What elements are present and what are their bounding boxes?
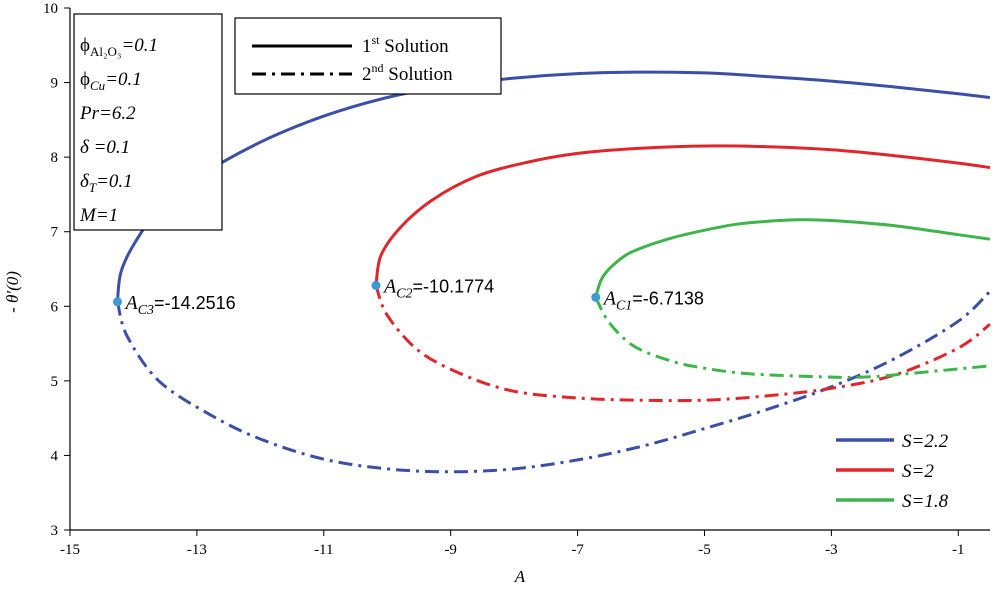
parameter-item: ϕAl₂O₃=0.1 xyxy=(80,35,158,59)
x-tick-label: -9 xyxy=(444,542,457,558)
critical-point-label: AC3=-14.2516 xyxy=(123,292,235,318)
parameter-box: ϕAl₂O₃=0.1 ϕCu=0.1 Pr=6.2 δ =0.1 δT=0.1 M=1 xyxy=(73,13,223,231)
x-tick-label: -1 xyxy=(952,542,965,558)
s-legend: S=2.2 S=2 S=1.8 xyxy=(836,431,949,512)
x-tick-label: -3 xyxy=(825,542,838,558)
x-axis-title: A xyxy=(514,567,526,586)
x-tick-label: -7 xyxy=(571,542,584,558)
x-tick-label: -13 xyxy=(187,542,207,558)
first-solution-label: 1st Solution xyxy=(362,33,449,57)
parameter-list: ϕAl₂O₃=0.1 ϕCu=0.1 Pr=6.2 δ =0.1 δT=0.1 M=1 xyxy=(79,35,158,226)
second-solution-label: 2nd Solution xyxy=(362,61,453,85)
parameter-item: δT=0.1 xyxy=(80,171,133,195)
critical-point-marker xyxy=(591,292,601,302)
y-tick-label: 9 xyxy=(51,76,59,92)
y-tick-label: 4 xyxy=(51,448,59,464)
legend-entry-label: S=2 xyxy=(902,461,934,482)
critical-point-marker xyxy=(112,297,122,307)
series-second-solution-line xyxy=(374,284,991,403)
critical-point-label: AC2=-10.1774 xyxy=(382,275,494,301)
parameter-item: Pr=6.2 xyxy=(79,103,136,124)
series-first-solution-line xyxy=(116,70,991,302)
series-first-solution-line xyxy=(374,144,991,286)
critical-point-marker xyxy=(371,280,381,290)
series-second-solution-line xyxy=(116,290,992,474)
series-second-solution-line xyxy=(594,296,991,379)
critical-points: AC3=-14.2516 AC2=-10.1774 AC1=-6.7138 xyxy=(112,275,704,318)
y-tick-label: 8 xyxy=(51,150,59,166)
series-layer xyxy=(116,70,992,474)
x-tick-label: -15 xyxy=(60,542,80,558)
y-axis-title: - θ′(0) xyxy=(3,271,22,313)
x-tick-label: -11 xyxy=(314,542,333,558)
legend-entry-label: S=1.8 xyxy=(902,491,949,512)
axes-frame xyxy=(69,8,990,531)
parameter-item: ϕCu=0.1 xyxy=(80,69,142,93)
x-tick-label: -5 xyxy=(698,542,711,558)
y-tick-label: 6 xyxy=(51,299,59,315)
series-first-solution-line xyxy=(594,218,991,298)
y-tick-label: 7 xyxy=(51,225,59,241)
y-tick-label: 5 xyxy=(51,374,59,390)
critical-point-label: AC1=-6.7138 xyxy=(602,287,704,313)
legend-entry-label: S=2.2 xyxy=(902,431,949,452)
solution-legend: 1st Solution 2nd Solution xyxy=(234,17,502,95)
y-tick-label: 10 xyxy=(43,1,58,17)
parameter-item: δ =0.1 xyxy=(80,137,130,158)
y-tick-label: 3 xyxy=(51,523,59,539)
parameter-item: M=1 xyxy=(79,205,118,226)
